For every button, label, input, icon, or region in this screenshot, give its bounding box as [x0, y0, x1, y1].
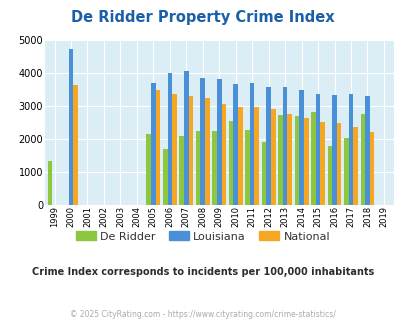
Bar — [287, 114, 291, 205]
Bar — [343, 138, 348, 205]
Bar — [352, 127, 357, 205]
Bar — [68, 49, 73, 205]
Bar — [282, 87, 287, 205]
Bar — [303, 118, 308, 205]
Bar — [315, 94, 320, 205]
Bar — [205, 98, 209, 205]
Bar — [200, 78, 205, 205]
Bar — [310, 112, 315, 205]
Bar — [151, 82, 155, 205]
Bar — [298, 90, 303, 205]
Bar — [146, 134, 151, 205]
Bar — [179, 136, 183, 205]
Bar — [212, 131, 216, 205]
Text: De Ridder Property Crime Index: De Ridder Property Crime Index — [71, 10, 334, 25]
Bar — [245, 130, 249, 205]
Legend: De Ridder, Louisiana, National: De Ridder, Louisiana, National — [71, 227, 334, 246]
Bar — [237, 107, 242, 205]
Bar — [167, 73, 172, 205]
Text: © 2025 CityRating.com - https://www.cityrating.com/crime-statistics/: © 2025 CityRating.com - https://www.city… — [70, 310, 335, 319]
Text: Crime Index corresponds to incidents per 100,000 inhabitants: Crime Index corresponds to incidents per… — [32, 267, 373, 277]
Bar — [336, 123, 341, 205]
Bar — [221, 104, 226, 205]
Bar — [249, 83, 254, 205]
Bar — [254, 107, 258, 205]
Bar — [183, 71, 188, 205]
Bar — [320, 122, 324, 205]
Bar — [327, 146, 331, 205]
Bar — [162, 149, 167, 205]
Bar — [195, 131, 200, 205]
Bar — [331, 95, 336, 205]
Bar — [348, 94, 352, 205]
Bar — [216, 79, 221, 205]
Bar — [360, 114, 364, 205]
Bar — [261, 142, 266, 205]
Bar — [155, 90, 160, 205]
Bar — [277, 115, 282, 205]
Bar — [188, 96, 193, 205]
Bar — [47, 161, 52, 205]
Bar — [266, 87, 270, 205]
Bar — [364, 96, 369, 205]
Bar — [369, 132, 373, 205]
Bar — [228, 121, 233, 205]
Bar — [294, 116, 298, 205]
Bar — [233, 84, 237, 205]
Bar — [172, 94, 176, 205]
Bar — [73, 85, 78, 205]
Bar — [270, 109, 275, 205]
